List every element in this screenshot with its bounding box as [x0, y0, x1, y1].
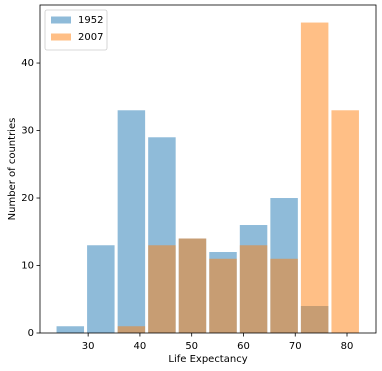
bar: [270, 258, 298, 333]
y-tick-label: 10: [21, 261, 34, 272]
y-tick-label: 40: [21, 58, 34, 69]
x-tick-label: 80: [341, 341, 354, 352]
x-tick-label: 50: [185, 341, 198, 352]
bar: [148, 245, 176, 333]
y-tick-label: 20: [21, 193, 34, 204]
bar: [209, 258, 237, 333]
plot-frame: [39, 4, 377, 334]
legend-label: 2007: [78, 32, 103, 43]
bar: [117, 326, 146, 333]
x-axis-label: Life Expectancy: [168, 354, 247, 365]
bar: [300, 22, 329, 333]
y-tick-label: 30: [21, 126, 34, 137]
bar: [331, 110, 359, 333]
legend-label: 1952: [78, 15, 103, 26]
x-tick-label: 40: [134, 341, 147, 352]
legend-swatch: [51, 33, 71, 41]
y-tick-label: 0: [28, 328, 34, 339]
bar: [239, 245, 268, 333]
x-tick-label: 60: [237, 341, 250, 352]
y-axis-label: Number of countries: [7, 118, 18, 221]
bar: [178, 238, 207, 333]
x-tick-label: 30: [82, 341, 95, 352]
legend-swatch: [51, 16, 71, 24]
bar: [87, 245, 115, 333]
x-tick-label: 70: [289, 341, 302, 352]
bar: [117, 110, 146, 333]
bar: [56, 326, 85, 333]
